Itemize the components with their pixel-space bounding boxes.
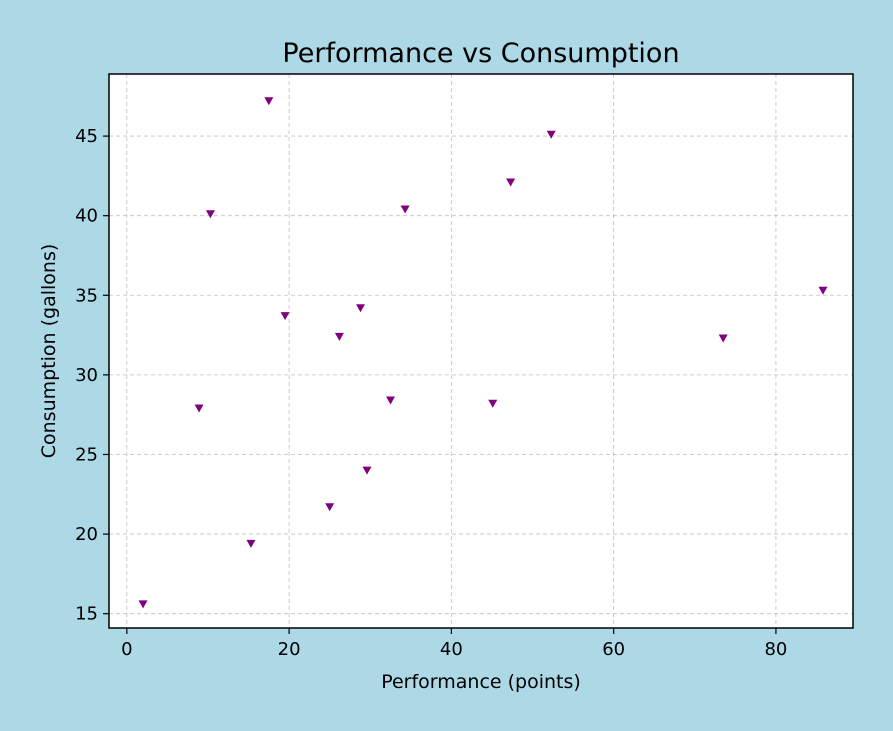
data-point	[325, 503, 335, 512]
data-points	[138, 97, 828, 609]
x-tick-label: 20	[278, 639, 301, 660]
plot-frame	[108, 73, 854, 629]
plot-background	[109, 74, 853, 628]
x-axis-label: Performance (points)	[381, 671, 581, 693]
data-point	[488, 399, 498, 408]
data-point	[334, 332, 344, 341]
x-tick-label: 0	[121, 639, 132, 660]
data-point	[138, 600, 148, 609]
x-tick-label: 40	[440, 639, 463, 660]
data-point	[264, 97, 274, 106]
y-tick-label: 30	[75, 365, 98, 386]
y-tick-label: 20	[75, 524, 98, 545]
data-point	[280, 312, 290, 321]
y-tick-label: 15	[75, 604, 98, 625]
data-point	[386, 396, 396, 405]
chart-title: Performance vs Consumption	[282, 38, 679, 69]
x-tick-label: 60	[602, 639, 625, 660]
y-axis-label: Consumption (gallons)	[38, 244, 60, 459]
data-point	[194, 404, 204, 413]
data-point	[718, 334, 728, 343]
data-point	[205, 210, 215, 219]
y-tick-label: 45	[75, 126, 98, 147]
x-tick-label: 80	[764, 639, 787, 660]
x-axis-ticks: 0 20 40 60 80	[121, 628, 787, 660]
data-point	[400, 205, 410, 214]
y-tick-label: 40	[75, 206, 98, 227]
data-point	[506, 178, 516, 187]
data-point	[546, 130, 556, 139]
data-point	[362, 466, 372, 475]
data-point	[246, 539, 256, 548]
y-tick-label: 25	[75, 444, 98, 465]
y-axis-ticks: 15 20 25 30 35 40 45	[75, 126, 109, 625]
grid-lines	[109, 74, 853, 628]
data-point	[356, 304, 366, 313]
y-tick-label: 35	[75, 285, 98, 306]
data-point	[818, 286, 828, 295]
